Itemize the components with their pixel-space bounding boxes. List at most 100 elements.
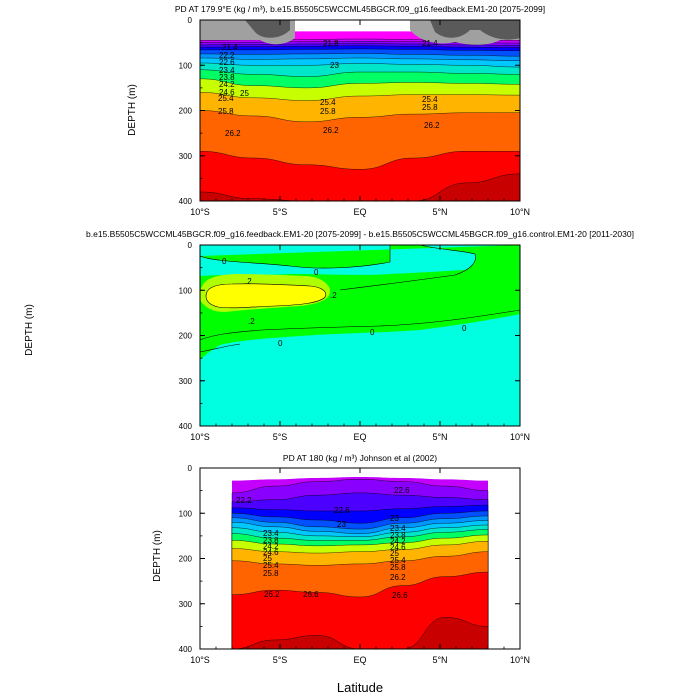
y-tick-label: 400 <box>179 422 193 431</box>
contour-label: 25.4 <box>218 94 234 103</box>
masked-region-left-dark <box>245 20 290 38</box>
contour-label: 22.6 <box>219 58 235 67</box>
contour-label: 26.2 <box>225 129 241 138</box>
y-tick-label: 200 <box>179 107 193 116</box>
contour-label: 23.8 <box>390 531 406 540</box>
contour-label: 0 <box>462 324 467 333</box>
contour-line-zero-lower <box>200 309 520 341</box>
x-tick-label: 10°N <box>510 207 530 217</box>
contour-band-27 <box>231 617 489 649</box>
contour-label: 24.2 <box>219 80 235 89</box>
contour-label: 25.8 <box>263 569 279 578</box>
x-tick-label: 5°S <box>273 655 288 665</box>
contour-label: 25.8 <box>320 107 336 116</box>
x-tick-label: 5°N <box>432 432 447 442</box>
panel-top: PD AT 179.9°E (kg / m³), b.e15.B5505C5WC… <box>127 4 545 217</box>
panel-top-ylabel: DEPTH (m) <box>127 84 138 136</box>
contour-label: 26.6 <box>303 590 319 599</box>
panel-bottom-contour-fill <box>231 477 489 649</box>
contour-label: .2 <box>248 317 255 326</box>
panel-bottom: PD AT 180 (kg / m³) Johnson et al (2002)… <box>152 453 530 695</box>
panel-top-contour-fill <box>200 31 520 201</box>
contour-label: 0 <box>278 339 283 348</box>
contour-label: 24.2 <box>263 542 279 551</box>
y-tick-label: 300 <box>179 377 193 386</box>
panel-middle-contour-labels: 0 0 .2 .2 .2 0 0 0 <box>222 257 467 348</box>
y-tick-label: 0 <box>188 16 193 25</box>
x-tick-label: 5°N <box>432 207 447 217</box>
panel-middle: b.e15.B5505C5WCCML45BGCR.f09_g16.feedbac… <box>24 229 634 442</box>
contour-label: 21.4 <box>422 39 438 48</box>
contour-label: 25.4 <box>263 561 279 570</box>
contour-line-zero-bottom <box>200 343 241 353</box>
x-axis-label: Latitude <box>337 680 383 695</box>
y-tick-label: 200 <box>179 555 193 564</box>
panel-top-title: PD AT 179.9°E (kg / m³), b.e15.B5505C5WC… <box>175 4 545 14</box>
contour-label: 22.6 <box>334 506 350 515</box>
x-tick-label: EQ <box>353 655 366 665</box>
contour-label: 24.6 <box>219 88 235 97</box>
contour-label: 25.8 <box>390 563 406 572</box>
contour-line-zero-upper <box>200 245 391 269</box>
y-tick-label: 200 <box>179 332 193 341</box>
panel-top-contour-labels: 21.4 21.8 21.4 22.2 22.6 23 23.4 23.8 24… <box>218 39 440 138</box>
contour-label: 0 <box>370 328 375 337</box>
contour-label: 0 <box>314 268 319 277</box>
contour-label: 25.4 <box>390 556 406 565</box>
y-tick-label: 300 <box>179 600 193 609</box>
panel-bottom-ylabel: DEPTH (m) <box>152 530 163 582</box>
contour-label: 22.6 <box>394 486 410 495</box>
contour-band-26-6 <box>231 571 489 649</box>
contour-label: 23.8 <box>263 536 279 545</box>
y-tick-label: 100 <box>179 509 193 518</box>
contour-label: 25.8 <box>218 107 234 116</box>
contour-label: 23 <box>337 520 346 529</box>
contour-label: 24.6 <box>263 548 279 557</box>
region-above-02-core <box>206 283 326 308</box>
y-tick-label: 0 <box>188 464 193 473</box>
contour-label: 25.4 <box>320 98 336 107</box>
panel-top-axes: 10°S 5°S EQ 5°N 10°N 0 100 200 300 400 <box>179 16 530 217</box>
contour-label: 25 <box>390 549 399 558</box>
x-tick-label: 5°S <box>273 432 288 442</box>
x-tick-label: EQ <box>353 432 366 442</box>
contour-label: 22.2 <box>219 51 235 60</box>
panel-bottom-contour-labels: 22.2 22.6 23 22.6 23 23.4 23.8 24.2 24.6… <box>236 486 410 600</box>
panel-middle-contour-fill <box>200 245 520 426</box>
panel-middle-axes: 10°S 5°S EQ 5°N 10°N 0 100 200 300 400 <box>179 241 530 442</box>
y-tick-label: 400 <box>179 645 193 654</box>
contour-label: 0 <box>222 257 227 266</box>
x-tick-label: 10°N <box>510 655 530 665</box>
x-tick-label: 10°S <box>190 207 210 217</box>
contour-label: 26.6 <box>392 591 408 600</box>
x-tick-label: 10°S <box>190 655 210 665</box>
contour-label: 23 <box>390 514 399 523</box>
x-tick-label: 5°N <box>432 655 447 665</box>
contour-label: 24.2 <box>390 537 406 546</box>
contour-label: 26.2 <box>390 573 406 582</box>
contour-label: 26.2 <box>323 126 339 135</box>
contour-label: 21.8 <box>323 39 339 48</box>
contour-label: .2 <box>330 291 337 300</box>
y-tick-label: 400 <box>179 197 193 206</box>
contour-label: 26.2 <box>424 121 440 130</box>
y-tick-label: 100 <box>179 61 193 70</box>
contour-label: 23 <box>330 61 339 70</box>
y-tick-label: 0 <box>188 241 193 250</box>
x-tick-label: 5°S <box>273 207 288 217</box>
contour-label: 25.8 <box>422 103 438 112</box>
x-tick-label: EQ <box>353 207 366 217</box>
panel-bottom-axes: 10°S 5°S EQ 5°N 10°N 0 100 200 300 400 <box>179 464 530 665</box>
contour-label: 25 <box>240 89 249 98</box>
y-tick-label: 300 <box>179 152 193 161</box>
contour-label: 25.4 <box>422 95 438 104</box>
contour-label: 22.2 <box>236 496 252 505</box>
contour-band-26-6 <box>200 151 520 201</box>
panel-top-masked-region <box>200 20 520 45</box>
x-tick-label: 10°S <box>190 432 210 442</box>
contour-label: 23.4 <box>263 529 279 538</box>
contour-line-zero-mid <box>339 245 476 291</box>
contour-band-27 <box>200 173 520 201</box>
panel-middle-contour-lines <box>200 245 520 353</box>
